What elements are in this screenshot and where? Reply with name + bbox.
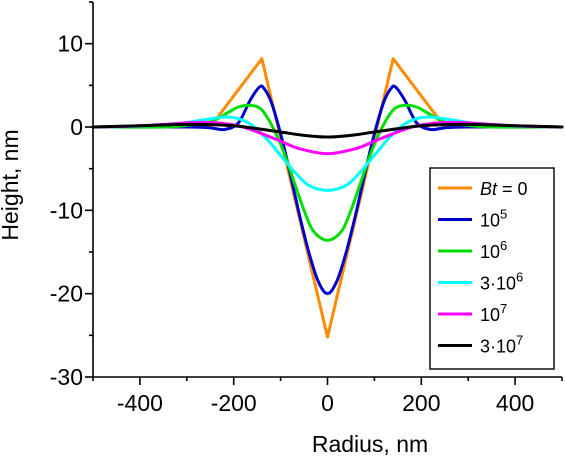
series-line-6 (91, 122, 564, 139)
y-tick-label: 10 (57, 31, 83, 57)
plot-series-group (91, 57, 564, 339)
legend-label-5: 107 (480, 301, 507, 325)
series-line-3 (91, 103, 564, 242)
legend-label-1: Bt = 0 (480, 179, 528, 199)
legend-box (429, 167, 555, 370)
x-tick-label: 200 (402, 390, 440, 416)
legend-label-4: 3·106 (480, 270, 523, 294)
x-tick-label: -400 (117, 390, 163, 416)
legend-label-3: 106 (480, 238, 507, 262)
series-line-4 (91, 115, 564, 192)
axes-group: -400 -200 0 200 400 10 0 -10 -20 -30 (50, 1, 563, 416)
x-tick-label: 400 (496, 390, 534, 416)
y-tick-label: -30 (50, 364, 83, 390)
y-tick-label: 0 (70, 114, 83, 140)
legend-label-6: 3·107 (480, 333, 523, 357)
y-tick-label: -10 (50, 197, 83, 223)
y-tick-label: -20 (50, 281, 83, 307)
x-axis-label: Radius, nm (312, 431, 428, 457)
series-line-5 (91, 120, 564, 156)
x-tick-label: 0 (321, 390, 334, 416)
legend-label-2: 105 (480, 207, 507, 231)
y-axis-label: Height, nm (0, 129, 23, 240)
series-line-2 (91, 84, 564, 296)
legend: Bt = 0 105 106 3·106 107 3·107 (429, 167, 555, 370)
x-tick-label: -200 (211, 390, 257, 416)
